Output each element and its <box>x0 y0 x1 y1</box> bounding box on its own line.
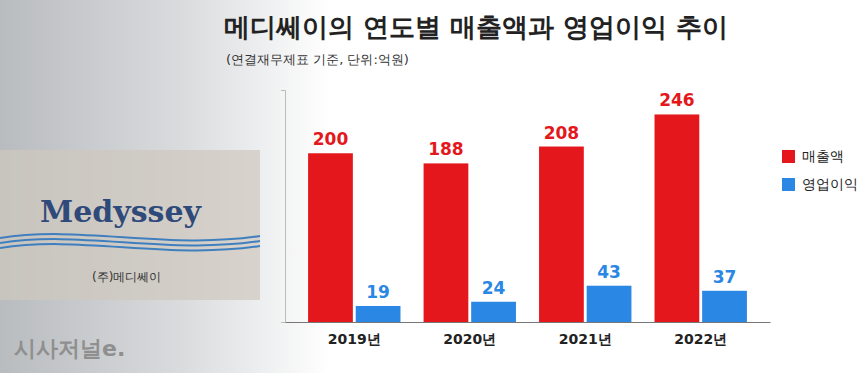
sign-stripe <box>0 244 260 250</box>
bar <box>308 153 353 322</box>
legend: 매출액영업이익 <box>782 148 858 192</box>
legend-item: 영업이익 <box>782 176 858 192</box>
x-tick-label: 2019년 <box>328 331 381 347</box>
bar <box>539 147 584 322</box>
title: 메디쎄이의 연도별 매출액과 영업이익 추이 <box>224 12 728 42</box>
y-tick <box>281 322 285 323</box>
sign-board <box>0 150 260 300</box>
data-labels: 200 188 208 246 19 24 43 37 <box>313 90 737 302</box>
x-axis: 2019년 2020년 2021년 2022년 <box>286 322 771 347</box>
x-tick: 2022년 <box>674 322 727 347</box>
bars <box>308 114 747 322</box>
data-label: 19 <box>366 282 390 302</box>
legend-swatch <box>782 178 795 191</box>
data-label: 208 <box>544 123 580 143</box>
annotation: (주)메디쎄이 <box>92 270 161 284</box>
annotation: 시사저널e. <box>14 336 125 361</box>
data-label: 43 <box>597 262 621 282</box>
x-tick-label: 2020년 <box>443 331 496 347</box>
y-tick-mark <box>281 322 285 323</box>
legend-label: 매출액 <box>802 148 844 164</box>
y-axis <box>281 91 286 323</box>
data-label: 188 <box>428 139 464 159</box>
y-axis-line <box>281 91 286 323</box>
bar <box>587 286 632 322</box>
legend-label: 영업이익 <box>802 176 858 192</box>
bar <box>356 306 401 322</box>
x-tick: 2020년 <box>443 322 496 347</box>
legend-item: 매출액 <box>782 148 844 164</box>
x-tick-label: 2021년 <box>559 331 612 347</box>
subtitle: (연결재무제표 기준, 단위:억원) <box>226 52 409 67</box>
data-label: 200 <box>313 129 349 149</box>
x-tick: 2019년 <box>328 322 381 347</box>
bar <box>471 302 516 322</box>
x-tick-label: 2022년 <box>674 331 727 347</box>
annotation: Medyssey <box>40 194 203 229</box>
bar <box>702 291 747 322</box>
data-label: 37 <box>713 267 737 287</box>
x-tick: 2021년 <box>559 322 612 347</box>
x-axis-line <box>286 322 771 323</box>
data-label: 24 <box>482 278 506 298</box>
data-label: 246 <box>659 90 695 110</box>
legend-swatch <box>782 150 795 163</box>
chart: Medyssey (주)메디쎄이시사저널e. 메디쎄이의 연도별 매출액과 영업이익… <box>0 0 860 373</box>
bar <box>655 114 700 322</box>
bar <box>424 163 469 322</box>
